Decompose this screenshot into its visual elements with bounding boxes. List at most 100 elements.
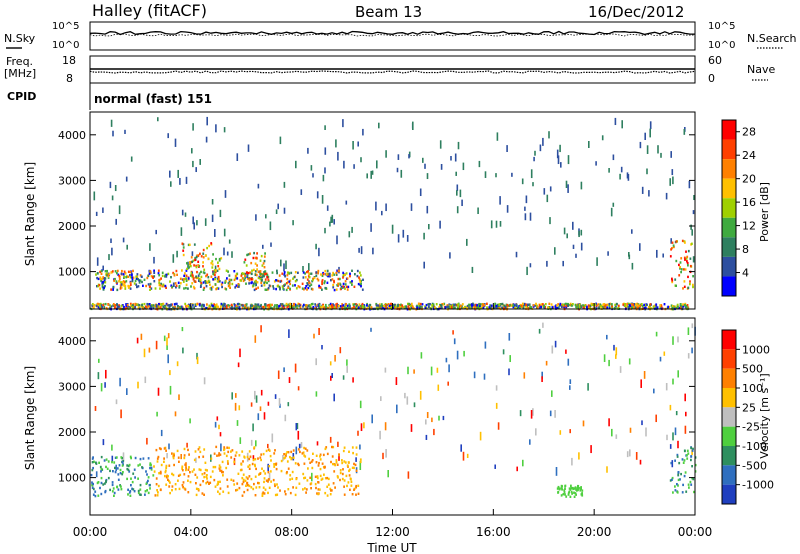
echo-cell	[400, 307, 403, 310]
echo-cell	[244, 272, 246, 276]
echo-cell	[547, 306, 550, 310]
echo-cell	[106, 272, 108, 275]
colorbar-tick-label: 8	[742, 243, 749, 256]
echo-cell	[449, 252, 451, 259]
echo-cell	[217, 261, 219, 264]
echo-cell	[130, 456, 132, 460]
echo-cell	[522, 459, 524, 467]
echo-cell	[198, 279, 200, 282]
echo-cell	[145, 470, 147, 473]
echo-cell	[205, 482, 208, 485]
echo-cell	[669, 444, 672, 449]
echo-cell	[513, 307, 516, 310]
echo-cell	[683, 449, 686, 452]
echo-cell	[200, 275, 203, 279]
cpid-strip: CPID normal (fast) 151	[7, 83, 212, 110]
echo-cell	[332, 482, 335, 485]
echo-cell	[186, 442, 188, 448]
echo-cell	[653, 388, 655, 394]
echo-cell	[236, 488, 239, 492]
echo-cell	[546, 194, 549, 203]
echo-cell	[557, 485, 560, 489]
echo-cell	[234, 274, 237, 278]
echo-cell	[135, 275, 138, 278]
echo-cell	[462, 451, 465, 461]
echo-cell	[105, 480, 107, 484]
echo-cell	[332, 462, 334, 466]
echo-cell	[607, 251, 609, 256]
echo-cell	[557, 306, 560, 309]
echo-cell	[675, 307, 678, 310]
echo-cell	[228, 274, 231, 277]
echo-cell	[519, 303, 522, 307]
echo-cell	[192, 303, 194, 307]
echo-cell	[237, 362, 240, 368]
echo-cell	[307, 283, 309, 286]
echo-cell	[350, 478, 352, 481]
echo-cell	[343, 460, 346, 463]
echo-cell	[380, 303, 383, 306]
echo-cell	[218, 492, 221, 496]
echo-cell	[198, 446, 201, 449]
echo-cell	[241, 450, 244, 453]
echo-cell	[232, 479, 235, 482]
echo-cell	[239, 348, 241, 358]
echo-cell	[242, 478, 245, 482]
echo-cell	[570, 486, 573, 490]
echo-cell	[105, 465, 107, 469]
echo-cell	[669, 479, 672, 482]
echo-cell	[573, 487, 576, 490]
echo-cell	[560, 487, 563, 490]
echo-cell	[199, 278, 202, 281]
echo-cell	[685, 305, 688, 308]
nsky-label: N.Sky	[4, 32, 36, 45]
echo-cell	[569, 385, 571, 390]
echo-cell	[333, 306, 336, 309]
echo-cell	[197, 260, 200, 263]
echo-cell	[446, 305, 449, 308]
echo-cell	[265, 214, 267, 219]
echo-cell	[122, 280, 125, 283]
echo-cell	[263, 255, 266, 258]
echo-cell	[357, 141, 359, 147]
echo-cell	[116, 269, 119, 273]
echo-cell	[655, 414, 657, 423]
echo-cell	[348, 303, 351, 306]
echo-cell	[244, 304, 246, 307]
echo-cell	[280, 469, 283, 473]
echo-cell	[681, 458, 684, 461]
echo-cell	[326, 485, 329, 488]
echo-cell	[210, 288, 213, 291]
echo-cell	[240, 463, 243, 466]
echo-cell	[421, 306, 423, 309]
echo-cell	[212, 253, 214, 256]
echo-cell	[643, 371, 646, 379]
echo-cell	[291, 284, 294, 287]
echo-cell	[192, 160, 194, 168]
echo-cell	[454, 303, 457, 306]
echo-cell	[455, 171, 457, 176]
echo-cell	[160, 429, 163, 437]
time-axis: 00:00 04:00 08:00 12:00 16:00 20:00 00:00	[73, 303, 712, 539]
echo-cell	[166, 453, 168, 459]
echo-cell	[182, 306, 184, 309]
echo-cell	[476, 306, 479, 309]
echo-cell	[506, 303, 509, 307]
echo-cell	[202, 455, 205, 458]
echo-cell	[264, 278, 267, 281]
echo-cell	[103, 286, 105, 289]
echo-cell	[569, 488, 572, 491]
echo-cell	[206, 474, 208, 477]
echo-cell	[332, 286, 335, 289]
echo-cell	[439, 305, 441, 308]
echo-cell	[104, 482, 106, 485]
echo-cell	[679, 261, 682, 264]
echo-cell	[248, 475, 251, 478]
echo-cell	[308, 272, 310, 275]
power-data-scatter	[90, 116, 695, 311]
echo-cell	[198, 264, 201, 268]
echo-cell	[628, 252, 630, 257]
echo-cell	[274, 449, 276, 452]
echo-cell	[460, 444, 462, 452]
echo-cell	[268, 473, 271, 480]
